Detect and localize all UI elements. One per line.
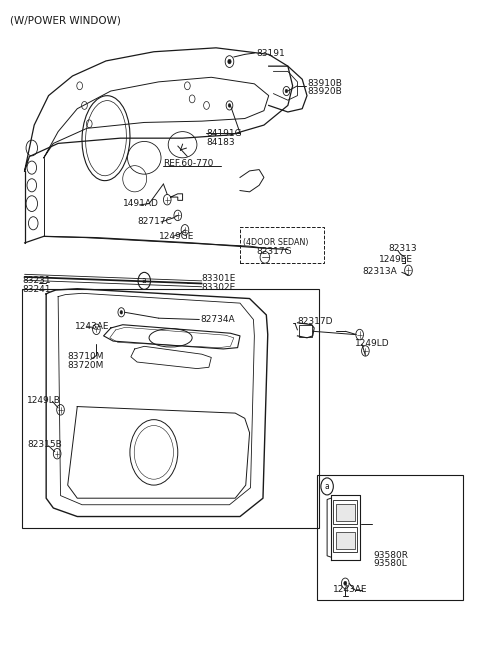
Text: a: a <box>142 276 147 285</box>
Text: 82717C: 82717C <box>137 216 172 226</box>
Text: a: a <box>325 482 329 491</box>
Text: 83302E: 83302E <box>202 283 236 292</box>
Text: 1243AE: 1243AE <box>75 322 109 331</box>
Bar <box>333 499 357 524</box>
Text: 1249LD: 1249LD <box>355 338 389 348</box>
Bar <box>240 226 324 262</box>
Text: 83920B: 83920B <box>307 87 342 96</box>
Circle shape <box>228 104 231 108</box>
Text: 93580R: 93580R <box>373 550 408 560</box>
Bar <box>333 527 357 552</box>
Text: 83301E: 83301E <box>202 274 236 283</box>
Text: 83710M: 83710M <box>68 352 104 361</box>
Bar <box>317 476 463 600</box>
Text: 1249GE: 1249GE <box>158 232 194 241</box>
Bar <box>22 289 319 527</box>
Text: REF.60-770: REF.60-770 <box>163 159 214 167</box>
Text: 84183: 84183 <box>206 138 235 146</box>
Text: 82313A: 82313A <box>362 266 397 276</box>
Text: 83910B: 83910B <box>307 79 342 88</box>
Text: (W/POWER WINDOW): (W/POWER WINDOW) <box>10 15 121 25</box>
Text: 83241: 83241 <box>22 285 51 294</box>
Text: 1243AE: 1243AE <box>333 585 368 594</box>
Text: 82317G: 82317G <box>257 247 292 256</box>
Text: 83720M: 83720M <box>68 361 104 370</box>
Bar <box>336 504 355 521</box>
Circle shape <box>228 59 231 64</box>
Text: 93580L: 93580L <box>373 559 407 568</box>
Text: 82315B: 82315B <box>27 440 62 449</box>
Bar <box>336 531 355 548</box>
Text: 1249EE: 1249EE <box>379 255 413 264</box>
Circle shape <box>344 581 347 585</box>
Text: 83191: 83191 <box>257 49 286 58</box>
Text: 1249LB: 1249LB <box>27 396 61 405</box>
Text: 82313: 82313 <box>388 243 417 253</box>
Text: 82317D: 82317D <box>298 317 333 326</box>
Circle shape <box>120 310 123 314</box>
Circle shape <box>285 89 288 93</box>
Text: 82734A: 82734A <box>201 315 235 324</box>
Text: 1491AD: 1491AD <box>123 199 158 208</box>
Text: 84191G: 84191G <box>206 129 242 138</box>
Text: (4DOOR SEDAN): (4DOOR SEDAN) <box>243 238 308 247</box>
Text: 83231: 83231 <box>22 276 51 285</box>
Bar <box>299 325 312 337</box>
